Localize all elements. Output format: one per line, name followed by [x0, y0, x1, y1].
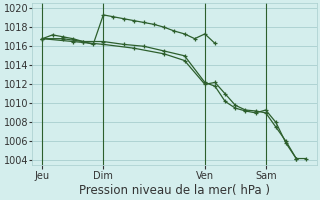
X-axis label: Pression niveau de la mer( hPa ): Pression niveau de la mer( hPa )	[79, 184, 270, 197]
